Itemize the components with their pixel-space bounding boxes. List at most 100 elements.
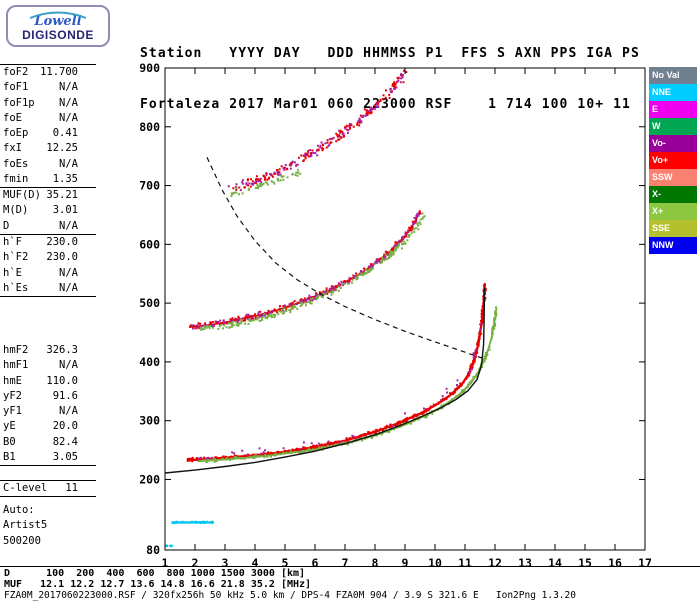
param-row: foF1 N/A xyxy=(0,80,78,95)
param-row: 500200 xyxy=(0,534,78,549)
legend-item-vo-: Vo- xyxy=(649,135,697,152)
param-value: N/A xyxy=(59,219,78,232)
header-line-1: Station YYYY DAY DDD HHMMSS P1 FFS S AXN… xyxy=(140,46,640,61)
param-value: 11 xyxy=(65,482,78,494)
param-row: foEp 0.41 xyxy=(0,126,78,141)
param-value: N/A xyxy=(59,111,78,124)
param-row: hmF2 326.3 xyxy=(0,343,78,358)
param-label: C-level xyxy=(3,482,48,494)
param-label: yE xyxy=(3,420,16,433)
param-group: Auto: Artist5 500200 xyxy=(0,503,96,549)
param-row: B0 82.4 xyxy=(0,435,78,450)
svg-text:80: 80 xyxy=(146,543,160,557)
param-value: N/A xyxy=(59,405,78,417)
svg-text:900: 900 xyxy=(139,61,160,75)
param-panel: foF2 11.700 foF1 N/A foF1p N/A foE N/A foEp 0.41 f… xyxy=(0,0,97,560)
ionogram-header: Station YYYY DAY DDD HHMMSS P1 FFS S AXN… xyxy=(140,11,640,130)
param-label: foF1p xyxy=(3,96,35,109)
legend-item-e: E xyxy=(649,101,697,118)
param-label: h`E xyxy=(3,266,22,279)
svg-text:6: 6 xyxy=(312,556,319,570)
param-row: yE 20.0 xyxy=(0,419,78,434)
svg-text:7: 7 xyxy=(342,556,349,570)
param-label: B1 xyxy=(3,450,16,463)
param-group: hmF2 326.3 hmF1 N/A hmE 110.0 yF2 91.6 yF1 N/A yE 2… xyxy=(0,343,96,466)
param-label: hmE xyxy=(3,374,22,387)
param-value: 230.0 xyxy=(46,251,78,264)
header-line-2: Fortaleza 2017 Mar01 060 223000 RSF 1 71… xyxy=(140,97,631,112)
param-label: hmF2 xyxy=(3,344,29,356)
svg-text:2: 2 xyxy=(192,556,199,570)
legend-item-x-: X- xyxy=(649,186,697,203)
param-row: fmin 1.35 xyxy=(0,172,78,187)
param-label: fxI xyxy=(3,142,22,155)
param-row: C-level 11 xyxy=(0,481,78,496)
svg-text:3: 3 xyxy=(222,556,229,570)
param-value: N/A xyxy=(59,266,78,279)
param-value: 35.21 xyxy=(46,189,78,201)
logo-arc-icon xyxy=(29,11,87,19)
svg-text:200: 200 xyxy=(139,472,160,486)
param-row: Artist5 xyxy=(0,518,78,533)
param-group: h`F 230.0 h`F2 230.0 h`E N/A h`Es N/A xyxy=(0,235,96,297)
param-label: foE xyxy=(3,111,22,124)
svg-text:4: 4 xyxy=(252,556,259,570)
param-group: MUF(D) 35.21 M(D) 3.01 D N/A xyxy=(0,188,96,235)
svg-text:400: 400 xyxy=(139,355,160,369)
trace-layer xyxy=(165,69,498,548)
param-value: 0.41 xyxy=(52,127,78,139)
param-value: 230.0 xyxy=(46,236,78,248)
param-label: Auto: xyxy=(3,504,35,516)
svg-text:16: 16 xyxy=(608,556,622,570)
ionogram-plot: 1 2 3 4 5 6 7 8 9 10 11 12 13 14 15 16 17900800700600500… xyxy=(139,61,652,570)
param-row: foF2 11.700 xyxy=(0,65,78,80)
legend-item-nnw: NNW xyxy=(649,237,697,254)
param-label: 500200 xyxy=(3,534,41,547)
param-value: 110.0 xyxy=(46,374,78,387)
legend-item-nne: NNE xyxy=(649,84,697,101)
svg-text:600: 600 xyxy=(139,237,160,251)
param-row: foEs N/A xyxy=(0,157,78,172)
param-value: 82.4 xyxy=(52,435,78,448)
param-value: N/A xyxy=(59,359,78,372)
svg-text:10: 10 xyxy=(428,556,442,570)
param-label: yF1 xyxy=(3,405,22,417)
param-value: N/A xyxy=(59,96,78,109)
param-label: h`F xyxy=(3,236,22,248)
svg-text:15: 15 xyxy=(578,556,592,570)
param-label: yF2 xyxy=(3,389,22,402)
param-label: fmin xyxy=(3,172,29,185)
axis-labels: 1 2 3 4 5 6 7 8 9 10 11 12 13 14 15 16 17900800700600500… xyxy=(139,61,652,570)
legend-item-ssw: SSW xyxy=(649,169,697,186)
param-row: h`Es N/A xyxy=(0,281,78,296)
param-row: M(D) 3.01 xyxy=(0,203,78,218)
param-value: 3.05 xyxy=(52,450,78,463)
param-value: 12.25 xyxy=(46,142,78,155)
param-value: N/A xyxy=(59,281,78,294)
param-row: D N/A xyxy=(0,219,78,234)
param-value: 3.01 xyxy=(52,204,78,217)
digisonde-logo: Lowell DIGISONDE xyxy=(6,5,110,47)
param-value: 1.35 xyxy=(52,172,78,185)
param-label: Artist5 xyxy=(3,519,48,532)
param-row: h`E N/A xyxy=(0,266,78,281)
param-row: Auto: xyxy=(0,503,78,518)
svg-text:14: 14 xyxy=(548,556,562,570)
param-label: MUF(D) xyxy=(3,189,41,201)
param-label: foEp xyxy=(3,127,29,139)
param-value: 11.700 xyxy=(40,66,78,78)
param-label: D xyxy=(3,219,10,232)
svg-text:13: 13 xyxy=(518,556,532,570)
distance-row: D 100 200 400 600 800 1000 1500 3000 [km… xyxy=(4,568,306,579)
param-row: B1 3.05 xyxy=(0,450,78,465)
legend-item-no-val: No Val xyxy=(649,67,697,84)
svg-text:9: 9 xyxy=(402,556,409,570)
plot-frame xyxy=(164,67,646,551)
svg-text:5: 5 xyxy=(282,556,289,570)
param-row: foF1p N/A xyxy=(0,96,78,111)
param-value: N/A xyxy=(59,157,78,170)
logo-lowell-text: Lowell xyxy=(34,14,82,29)
legend-item-x+: X+ xyxy=(649,203,697,220)
param-row: yF2 91.6 xyxy=(0,389,78,404)
svg-text:800: 800 xyxy=(139,120,160,134)
